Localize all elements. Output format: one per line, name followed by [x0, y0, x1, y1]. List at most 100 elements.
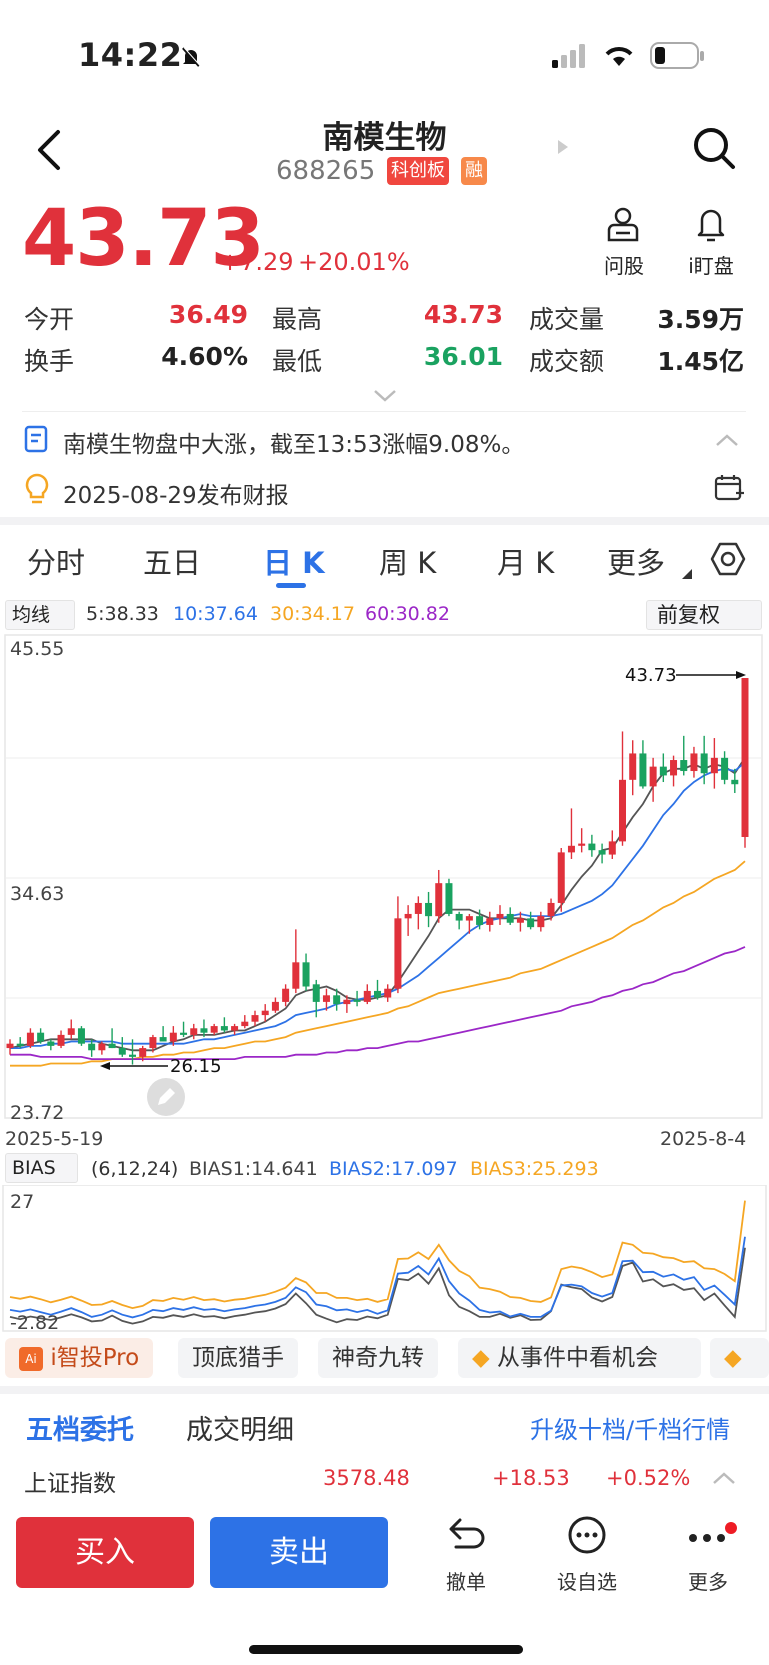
add-watchlist-label[interactable]: 设自选	[557, 1570, 617, 1594]
candle-body	[343, 999, 351, 1005]
tab-monthly-k[interactable]: 月 K	[497, 546, 555, 580]
candle-body	[455, 913, 463, 921]
sell-button[interactable]: 卖出	[210, 1517, 388, 1588]
ma60-value: 60:30.82	[365, 603, 450, 625]
settings-icon[interactable]	[710, 541, 746, 577]
volume-label: 成交量	[529, 305, 605, 334]
candle-body	[527, 918, 535, 928]
tool-magic-nine[interactable]: 神奇九转	[318, 1338, 438, 1378]
signal-icon	[552, 44, 585, 68]
kline-chart[interactable]: 45.55 34.63 23.72 43.73 26.15	[0, 633, 769, 1123]
buy-button[interactable]: 买入	[16, 1517, 194, 1588]
tool-next[interactable]: ◆	[710, 1338, 769, 1378]
bias3-value: BIAS3:25.293	[470, 1158, 599, 1180]
collapse-chevron-icon[interactable]	[714, 432, 740, 448]
tool-top-bottom[interactable]: 顶底猎手	[178, 1338, 298, 1378]
max-price-label: 43.73	[625, 665, 677, 686]
ma-selector[interactable]: 均线	[5, 600, 75, 630]
ma-line-ma60	[10, 946, 746, 1061]
news-item[interactable]: 南模生物盘中大涨，截至13:53涨幅9.08%。	[63, 432, 525, 458]
adjust-selector[interactable]: 前复权	[646, 600, 762, 630]
open-value: 36.49	[168, 300, 248, 329]
candle-body	[608, 841, 616, 855]
min-price-label: 26.15	[170, 1056, 222, 1077]
tab-five-day[interactable]: 五日	[143, 546, 202, 580]
tab-trade-details[interactable]: 成交明细	[186, 1415, 294, 1446]
bias-line-1	[9, 1247, 746, 1325]
turnover-label: 换手	[24, 347, 75, 376]
candle-body	[292, 962, 300, 989]
candle-body	[251, 1015, 259, 1022]
candle-body	[16, 1043, 24, 1046]
upgrade-link[interactable]: 升级十档/千档行情	[530, 1416, 731, 1444]
max-marker: 43.73	[625, 665, 746, 686]
index-expand-icon[interactable]	[711, 1470, 737, 1486]
candle-body	[578, 843, 586, 846]
tool-magic-nine-label: 神奇九转	[332, 1345, 424, 1371]
lightbulb-icon	[25, 473, 49, 504]
candle-body	[241, 1021, 249, 1027]
tab-level5[interactable]: 五档委托	[26, 1415, 134, 1446]
next-stock-icon[interactable]	[556, 138, 570, 156]
candle-body	[149, 1037, 157, 1049]
diamond-icon: ◆	[724, 1345, 742, 1371]
ma-line-ma5	[9, 757, 746, 1052]
tool-ai-pro[interactable]: Ai i智投Pro	[5, 1338, 154, 1378]
tab-intraday[interactable]: 分时	[27, 546, 86, 580]
report-date[interactable]: 2025-08-29发布财报	[63, 483, 289, 509]
bias2-value: BIAS2:17.097	[329, 1158, 458, 1180]
candle-body	[445, 883, 453, 914]
tab-active-indicator	[276, 583, 306, 588]
candle-body	[210, 1026, 218, 1033]
bias-line-3	[9, 1200, 746, 1310]
ma-selector-label: 均线	[12, 604, 51, 626]
ask-stock-label[interactable]: 问股	[604, 254, 644, 278]
ask-stock-icon[interactable]	[606, 206, 640, 242]
bias-params: (6,12,24)	[91, 1158, 179, 1180]
search-icon[interactable]	[692, 126, 736, 170]
tab-daily-k[interactable]: 日 K	[263, 546, 325, 580]
section-divider	[0, 517, 769, 525]
open-label: 今开	[24, 305, 75, 334]
watch-bell-icon[interactable]	[696, 206, 726, 242]
candle-body	[731, 779, 739, 785]
home-indicator	[249, 1645, 523, 1654]
candle-body	[516, 918, 524, 923]
candle-body	[721, 757, 729, 780]
back-arrow-icon[interactable]	[34, 128, 62, 172]
cancel-order-label[interactable]: 撤单	[446, 1570, 486, 1594]
stock-code: 688265	[276, 156, 376, 186]
candle-body	[567, 845, 575, 853]
status-bar: 14:22	[0, 0, 769, 110]
separator	[22, 411, 746, 412]
undo-icon[interactable]	[446, 1517, 486, 1553]
candle-body	[404, 913, 412, 919]
more-icon[interactable]	[686, 1522, 738, 1552]
candle-body	[680, 760, 688, 772]
candle-body	[26, 1032, 34, 1046]
candle-body	[435, 883, 443, 917]
candle-body	[129, 1054, 136, 1057]
candle-body	[659, 766, 667, 776]
calendar-add-icon[interactable]	[714, 473, 744, 503]
bias-lines	[9, 1200, 746, 1325]
chart-border	[4, 634, 763, 1119]
tab-more[interactable]: 更多	[607, 546, 666, 580]
more-label[interactable]: 更多	[688, 1570, 728, 1594]
diamond-icon: ◆	[472, 1345, 490, 1371]
candle-body	[588, 843, 596, 851]
indicator-selector[interactable]: BIAS	[5, 1153, 78, 1183]
tool-event-opportunity[interactable]: ◆ 从事件中看机会	[458, 1338, 701, 1378]
watch-label[interactable]: i盯盘	[688, 254, 734, 278]
bias-line-2	[9, 1236, 746, 1319]
tab-weekly-k[interactable]: 周 K	[379, 546, 437, 580]
add-watchlist-icon[interactable]	[567, 1515, 607, 1555]
bias-chart[interactable]: 27 -2.82	[0, 1185, 769, 1333]
battery-icon	[650, 42, 704, 69]
ma30-value: 30:34.17	[270, 603, 355, 625]
expand-chevron-icon[interactable]	[372, 388, 398, 404]
candle-body	[108, 1043, 116, 1049]
more-dropdown-icon[interactable]	[682, 569, 692, 579]
bias1-value: BIAS1:14.641	[189, 1158, 318, 1180]
candle-body	[190, 1028, 198, 1035]
